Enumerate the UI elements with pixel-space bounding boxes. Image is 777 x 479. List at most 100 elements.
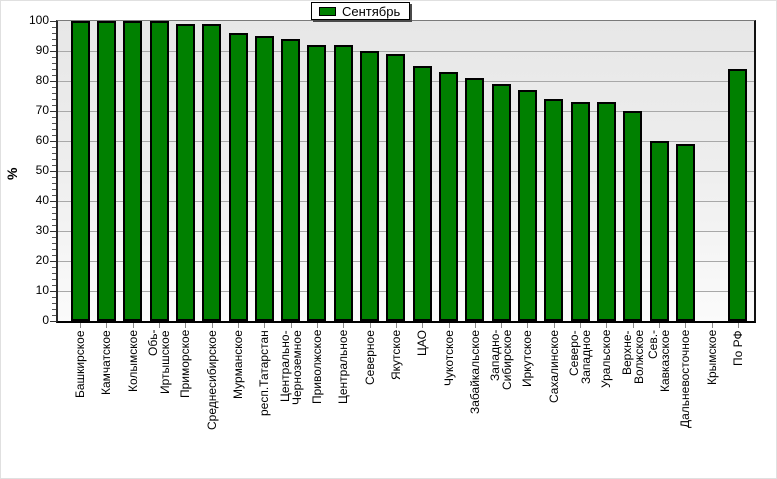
- category-cell: Чукотское: [435, 323, 461, 452]
- bar: [439, 72, 459, 321]
- y-tick-label: 70: [35, 103, 49, 117]
- category-label: Крымское: [704, 330, 719, 386]
- bar-slot: [699, 21, 725, 321]
- category-label: Уральское: [599, 330, 614, 389]
- category-label-box: респ.Татарстан: [251, 330, 277, 452]
- y-tick-label: 60: [35, 133, 49, 147]
- bar-slot: [672, 21, 698, 321]
- x-tick: [501, 323, 503, 328]
- bar: [544, 99, 564, 321]
- gridline: [58, 261, 754, 262]
- bar: [412, 66, 432, 321]
- category-label: Иркутское: [520, 330, 535, 387]
- category-label: Обь- Иртышское: [146, 330, 173, 394]
- y-major-tick: [50, 171, 56, 172]
- x-tick: [737, 323, 739, 328]
- y-tick-label: 100: [28, 13, 49, 27]
- category-label: Северное: [362, 330, 377, 385]
- bar: [491, 84, 511, 321]
- bar: [675, 144, 695, 321]
- category-cell: Северное: [356, 323, 382, 452]
- category-label-box: Центральное: [330, 330, 356, 452]
- category-cell: Башкирское: [67, 323, 93, 452]
- y-tick-label: 0: [42, 313, 49, 327]
- bar: [333, 45, 353, 321]
- bar: [123, 21, 143, 321]
- y-tick-label: 30: [35, 223, 49, 237]
- bar-slot: [251, 21, 277, 321]
- bar-slot: [541, 21, 567, 321]
- category-label-box: Северо- Западное: [567, 330, 593, 452]
- category-label: Верхне- Волжское: [619, 330, 646, 385]
- category-cell: Забайкальское: [462, 323, 488, 452]
- category-label-box: Крымское: [699, 330, 725, 452]
- bar-slot: [593, 21, 619, 321]
- x-tick: [659, 323, 661, 328]
- bar: [70, 21, 90, 321]
- x-tick: [290, 323, 292, 328]
- x-tick: [685, 323, 687, 328]
- category-cell: Сахалинское: [541, 323, 567, 452]
- bar-slot: [383, 21, 409, 321]
- x-tick: [316, 323, 318, 328]
- gridline: [58, 201, 754, 202]
- category-label: респ.Татарстан: [257, 330, 272, 416]
- category-label: Среднесибирское: [204, 330, 219, 430]
- bar-slot: [67, 21, 93, 321]
- category-label: Забайкальское: [467, 330, 482, 415]
- x-tick: [132, 323, 134, 328]
- legend: Сентябрь: [311, 2, 411, 20]
- category-label: Мурманское: [231, 330, 246, 399]
- x-tick: [553, 323, 555, 328]
- category-cell: Приволжское: [304, 323, 330, 452]
- y-tick-label: 50: [35, 163, 49, 177]
- category-label: Камчатское: [99, 330, 114, 395]
- bar: [728, 69, 748, 321]
- y-major-tick: [50, 261, 56, 262]
- y-major-tick: [50, 321, 56, 322]
- bar: [596, 102, 616, 321]
- bar-slot: [199, 21, 225, 321]
- category-label-box: Центрально- Черноземное: [278, 330, 304, 452]
- bar: [202, 24, 222, 321]
- category-cell: Северо- Западное: [567, 323, 593, 452]
- category-label-box: Уральское: [593, 330, 619, 452]
- bar: [175, 24, 195, 321]
- legend-swatch: [319, 6, 336, 16]
- category-cell: Приморское: [172, 323, 198, 452]
- bar: [465, 78, 485, 321]
- x-tick: [422, 323, 424, 328]
- y-major-tick: [50, 21, 56, 22]
- bar: [570, 102, 590, 321]
- x-tick: [606, 323, 608, 328]
- category-cell: Колымское: [120, 323, 146, 452]
- y-tick-label: 90: [35, 43, 49, 57]
- category-cell: Среднесибирское: [199, 323, 225, 452]
- x-tick: [580, 323, 582, 328]
- category-cell: Дальневосточное: [672, 323, 698, 452]
- x-tick: [474, 323, 476, 328]
- category-label-box: Обь- Иртышское: [146, 330, 172, 452]
- category-label-box: Иркутское: [514, 330, 540, 452]
- category-cell: Обь- Иртышское: [146, 323, 172, 452]
- category-label-box: Верхне- Волжское: [620, 330, 646, 452]
- x-tick: [185, 323, 187, 328]
- category-cell: ЦАО: [409, 323, 435, 452]
- bars-row: [58, 21, 754, 321]
- category-label: Северо- Западное: [567, 330, 594, 385]
- category-cell: Камчатское: [93, 323, 119, 452]
- x-tick: [238, 323, 240, 328]
- category-label-box: Западно- Сибирское: [488, 330, 514, 452]
- bar: [386, 54, 406, 321]
- gridline: [58, 81, 754, 82]
- category-label-box: Колымское: [120, 330, 146, 452]
- category-label: Колымское: [125, 330, 140, 393]
- x-tick: [343, 323, 345, 328]
- x-tick: [632, 323, 634, 328]
- category-label: Дальневосточное: [678, 330, 693, 429]
- category-label: Башкирское: [73, 330, 88, 398]
- bar-slot: [567, 21, 593, 321]
- category-label-box: Сев.- Кавказское: [646, 330, 672, 452]
- x-tick: [395, 323, 397, 328]
- category-cell: Якутское: [383, 323, 409, 452]
